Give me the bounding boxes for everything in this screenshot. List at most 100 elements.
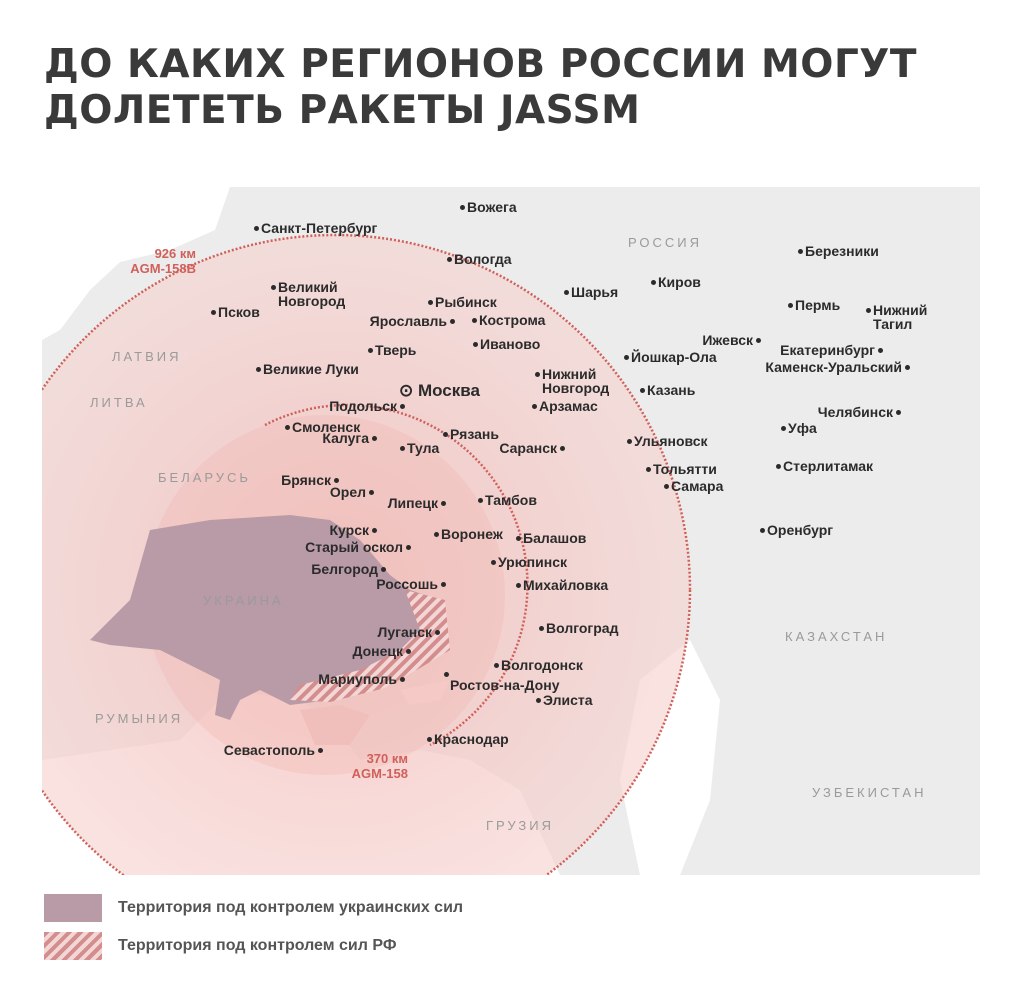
city-dot-icon xyxy=(787,302,793,308)
city-label: Вожега xyxy=(467,199,517,215)
city-dot-icon xyxy=(253,225,259,231)
city-dot-icon xyxy=(284,424,290,430)
russia-controlled-territory xyxy=(290,590,450,702)
page-title: ДО КАКИХ РЕГИОНОВ РОССИИ МОГУТ ДОЛЕТЕТЬ … xyxy=(44,42,917,133)
city-label: Ярославль xyxy=(369,313,447,329)
city-label: Челябинск xyxy=(817,404,893,420)
legend-swatch-solid xyxy=(44,894,102,922)
city-label: Тамбов xyxy=(485,492,537,508)
legend-label: Территория под контролем украинских сил xyxy=(118,899,464,916)
city-dot-icon xyxy=(865,307,871,313)
city-dot-icon xyxy=(443,671,449,677)
city-dot-icon xyxy=(780,425,786,431)
country-label: УЗБЕКИСТАН xyxy=(812,785,927,800)
city-dot-icon xyxy=(440,500,446,506)
city-dot-icon xyxy=(442,431,448,437)
city-label: Рыбинск xyxy=(435,294,497,310)
city-dot-icon xyxy=(877,347,883,353)
city-dot-icon xyxy=(663,483,669,489)
city-label: Нижний Новгород xyxy=(542,366,610,396)
city-label: Тверь xyxy=(375,342,417,358)
city-dot-icon xyxy=(405,544,411,550)
range-missile: AGM-158B xyxy=(130,261,196,276)
baltic-sea xyxy=(42,187,230,340)
range-distance: 926 км xyxy=(154,246,196,261)
city-dot-icon xyxy=(515,582,521,588)
country-label: КАЗАХСТАН xyxy=(785,629,888,644)
city-dot-icon xyxy=(459,204,465,210)
city-label: Стерлитамак xyxy=(783,458,874,474)
city-dot-icon xyxy=(405,648,411,654)
city-label: Урюпинск xyxy=(498,554,567,570)
city-dot-icon xyxy=(515,535,521,541)
legend-item-ukraine: Территория под контролем украинских сил xyxy=(44,894,463,922)
city-label: Уфа xyxy=(788,420,817,436)
country-label: РОССИЯ xyxy=(628,235,703,250)
city-label: Санкт-Петербург xyxy=(261,220,378,236)
city-dot-icon xyxy=(210,309,216,315)
city-dot-icon xyxy=(531,403,537,409)
city-label: Каменск-Уральский xyxy=(765,359,902,375)
city-label: Оренбург xyxy=(767,522,834,538)
city-label: Ростов-на-Дону xyxy=(450,677,560,693)
city-dot-icon xyxy=(317,747,323,753)
city-dot-icon xyxy=(371,527,377,533)
country-label: ГРУЗИЯ xyxy=(486,818,554,833)
city-label: Рязань xyxy=(450,426,499,442)
city-dot-icon xyxy=(368,489,374,495)
city-label: Нижний Тагил xyxy=(873,302,928,332)
city-dot-icon xyxy=(645,466,651,472)
city-label: Тольятти xyxy=(653,461,717,477)
city-dot-icon xyxy=(490,559,496,565)
range-label-926km: 926 км AGM-158B xyxy=(110,246,196,276)
city-dot-icon xyxy=(371,435,377,441)
city-label: Луганск xyxy=(377,624,432,640)
city-label: Вологда xyxy=(454,251,512,267)
ukraine-controlled-territory xyxy=(90,515,445,720)
city-label: Йошкар-Ола xyxy=(631,349,717,365)
city-dot-icon xyxy=(472,341,478,347)
city-label: Курск xyxy=(329,522,370,538)
city-dot-icon xyxy=(904,364,910,370)
city-label: Смоленск xyxy=(292,419,361,435)
crimea xyxy=(300,705,370,745)
city-dot-icon xyxy=(380,566,386,572)
country-label: БЕЛАРУСЬ xyxy=(158,470,251,485)
city-label: Казань xyxy=(647,382,696,398)
legend-item-russia: Территория под контролем сил РФ xyxy=(44,932,396,960)
city-dot-icon xyxy=(255,366,261,372)
city-label: Белгород xyxy=(311,561,378,577)
city-dot-icon xyxy=(399,676,405,682)
city-dot-icon xyxy=(446,256,452,262)
city-dot-icon xyxy=(534,371,540,377)
range-distance: 370 км xyxy=(366,751,408,766)
city-dot-icon xyxy=(399,445,405,451)
city-dot-icon xyxy=(797,248,803,254)
city-dot-icon xyxy=(449,318,455,324)
legend-label: Территория под контролем сил РФ xyxy=(118,937,397,954)
city-label: Псков xyxy=(218,304,260,320)
city-dot-icon xyxy=(755,337,761,343)
city-label: Мариуполь xyxy=(318,671,397,687)
city-label: Киров xyxy=(658,274,701,290)
city-label: Михайловка xyxy=(523,577,609,593)
city-label: Кострома xyxy=(479,312,546,328)
city-label: Волгодонск xyxy=(501,657,583,673)
country-label: ЛАТВИЯ xyxy=(112,349,182,364)
city-label: Краснодар xyxy=(434,731,509,747)
capital-icon: ⊙ xyxy=(399,381,414,400)
city-label: Россошь xyxy=(376,576,438,592)
range-missile: AGM-158 xyxy=(351,766,408,781)
country-label: ЛИТВА xyxy=(90,395,148,410)
city-dot-icon xyxy=(427,299,433,305)
city-label: Шарья xyxy=(571,284,619,300)
city-dot-icon xyxy=(433,531,439,537)
city-label: Арзамас xyxy=(539,398,598,414)
capital-label: Москва xyxy=(417,381,480,400)
city-label: Тула xyxy=(407,440,440,456)
country-label: РУМЫНИЯ xyxy=(95,711,184,726)
city-label: Старый оскол xyxy=(305,539,403,555)
city-dot-icon xyxy=(626,438,632,444)
city-label: Брянск xyxy=(281,472,331,488)
